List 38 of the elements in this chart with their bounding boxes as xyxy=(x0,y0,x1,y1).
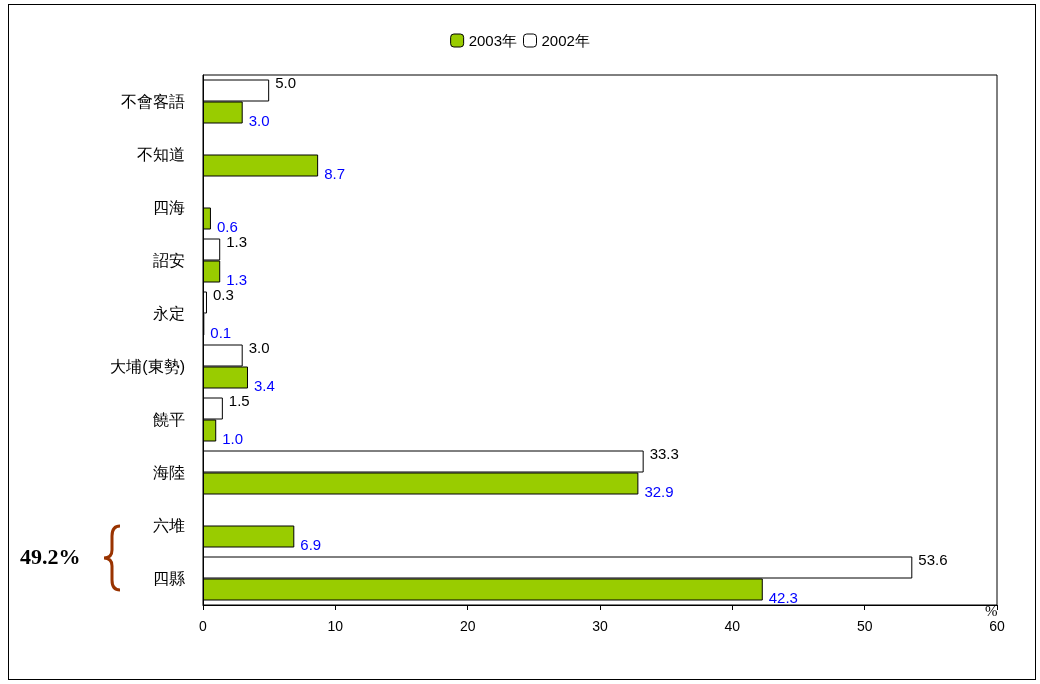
legend-label: 2002年 xyxy=(541,32,590,49)
legend-label: 2003年 xyxy=(468,32,518,49)
data-label: 53.6 xyxy=(918,551,948,568)
y-tick-label: 四縣 xyxy=(153,570,185,587)
x-tick-label: 40 xyxy=(724,618,741,634)
y-tick-label: 饒平 xyxy=(153,411,185,428)
data-label: 5.0 xyxy=(275,74,297,91)
data-label: 1.5 xyxy=(228,392,250,409)
y-tick-label: 不知道 xyxy=(137,146,185,163)
y-tick-label: 六堆 xyxy=(153,517,185,534)
data-label: 8.7 xyxy=(324,165,345,182)
data-label: 42.3 xyxy=(768,589,798,606)
data-label: 0.6 xyxy=(216,218,238,235)
x-tick-label: 20 xyxy=(459,618,476,634)
text: 49.2% xyxy=(20,544,81,570)
data-label: 0.1 xyxy=(210,324,232,341)
x-tick-label: 50 xyxy=(856,618,873,634)
data-label: 0.3 xyxy=(212,286,234,303)
data-label: 1.0 xyxy=(222,430,244,447)
data-label: 3.0 xyxy=(248,112,270,129)
x-tick-label: 60 xyxy=(989,618,1005,634)
y-tick-label: 不會客語 xyxy=(121,93,185,110)
x-tick-label: 0 xyxy=(199,618,208,634)
y-tick-label: 四海 xyxy=(153,199,185,216)
x-tick-label: 10 xyxy=(327,618,344,634)
data-label: 32.9 xyxy=(644,483,674,500)
data-label: 1.3 xyxy=(226,233,248,250)
y-tick-label: 永定 xyxy=(153,305,185,322)
data-label: 6.9 xyxy=(300,536,322,553)
x-axis-title: % xyxy=(985,602,998,619)
data-label: 3.0 xyxy=(248,339,270,356)
data-label: 1.3 xyxy=(226,271,248,288)
y-tick-label: 海陸 xyxy=(153,464,185,481)
y-tick-label: 大埔(東勢) xyxy=(110,358,185,375)
data-label: 33.3 xyxy=(649,445,679,462)
data-label: 3.4 xyxy=(253,377,275,394)
x-tick-label: 30 xyxy=(592,618,608,634)
y-tick-label: 詔安 xyxy=(153,252,185,269)
